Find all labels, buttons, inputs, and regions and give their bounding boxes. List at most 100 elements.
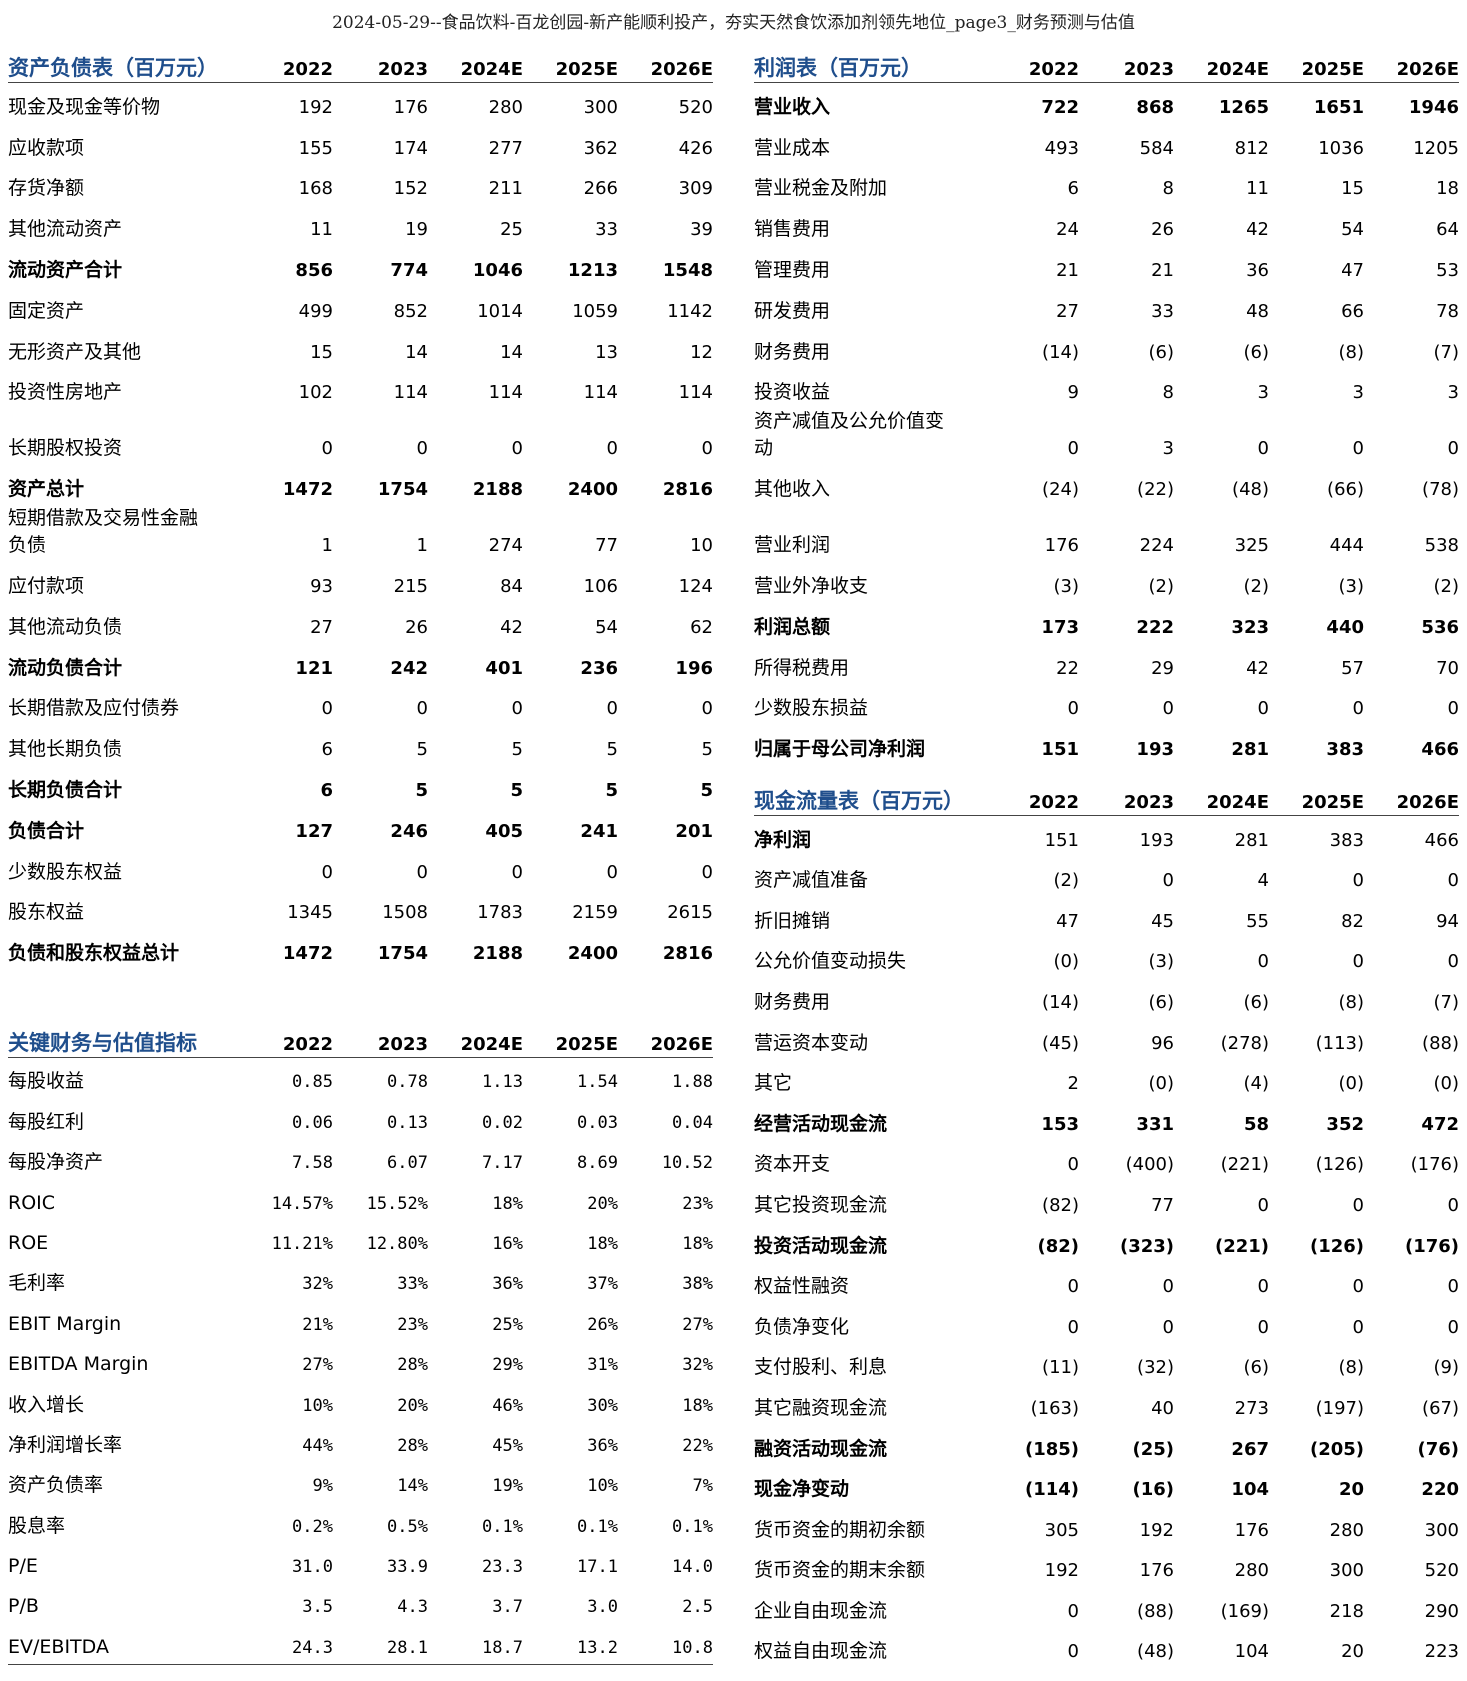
row-value: 1508 (382, 902, 428, 924)
row-value: 0 (1447, 1194, 1459, 1216)
table-row: 管理费用 21 21 36 47 53 (754, 246, 1459, 287)
table-row: 流动负债合计 121 242 401 236 196 (8, 644, 713, 685)
row-label: 每股收益 (8, 1070, 85, 1093)
row-value: (2) (1148, 575, 1175, 597)
row-value: 0.04 (672, 1112, 713, 1133)
table-row: 少数股东损益 0 0 0 0 0 (754, 685, 1459, 726)
row-value: (126) (1309, 1235, 1364, 1257)
row-value: 0.1% (482, 1516, 523, 1537)
row-value: 7.58 (292, 1153, 333, 1174)
row-value: 24 (1056, 219, 1079, 241)
row-value: 325 (1234, 535, 1269, 557)
row-label: 净利润增长率 (8, 1433, 123, 1456)
row-value: 27% (682, 1314, 713, 1335)
row-value: 94 (1436, 910, 1459, 932)
row-value: 193 (1136, 739, 1174, 761)
row-value: 0 (606, 698, 618, 720)
table-row: 应付款项 93 215 84 106 124 (8, 562, 713, 603)
row-label: 应收款项 (8, 136, 85, 159)
row-label: 负债合计 (8, 819, 85, 842)
row-value: 0 (701, 861, 713, 883)
row-value: 0 (321, 438, 333, 460)
row-value: (169) (1220, 1600, 1269, 1622)
row-value: 0.5% (387, 1516, 428, 1537)
row-label: EV/EBITDA (8, 1635, 109, 1658)
row-value: 0 (1067, 1600, 1079, 1622)
row-value: 176 (1139, 1560, 1174, 1582)
table-row: 营运资本变动 (45) 96 (278) (113) (88) (754, 1019, 1459, 1060)
table-row: 流动资产合计 856 774 1046 1213 1548 (8, 246, 713, 287)
row-value: 42 (500, 616, 523, 638)
table-row: 现金净变动 (114) (16) 104 20 220 (754, 1466, 1459, 1507)
row-value: 10.8 (672, 1637, 713, 1658)
row-value: 0 (1257, 951, 1269, 973)
row-value: 46% (492, 1395, 523, 1416)
row-value: 405 (485, 820, 523, 842)
row-value: 22% (682, 1435, 713, 1456)
row-value: 6 (321, 739, 333, 761)
row-value: 32% (682, 1355, 713, 1376)
row-value: 84 (500, 575, 523, 597)
row-value: 852 (393, 300, 428, 322)
row-label: 资产减值及公允价值变动 (754, 410, 945, 460)
row-value: 10% (302, 1395, 333, 1416)
table-row: 营业收入 722 868 1265 1651 1946 (754, 83, 1459, 124)
row-label: 财务费用 (754, 990, 831, 1013)
row-value: 38% (682, 1274, 713, 1295)
row-label: 流动资产合计 (8, 258, 123, 281)
year-header: 2025E (1301, 59, 1364, 80)
table-title: 现金流量表（百万元） (754, 789, 964, 813)
row-value: 0 (1352, 951, 1364, 973)
row-value: 280 (1329, 1519, 1364, 1541)
row-value: 3 (1162, 438, 1174, 460)
row-value: 11 (1246, 178, 1269, 200)
row-value: 23.3 (482, 1557, 523, 1578)
row-label: 其他流动资产 (8, 218, 123, 241)
row-value: 18% (682, 1233, 713, 1254)
row-value: 27 (310, 616, 333, 638)
row-value: 0 (1447, 1276, 1459, 1298)
row-value: 1754 (377, 479, 428, 501)
row-value: 20 (1338, 1479, 1364, 1501)
row-value: 774 (390, 259, 428, 281)
row-label: 投资性房地产 (8, 381, 123, 404)
table-row: 其他长期负债 6 5 5 5 5 (8, 725, 713, 766)
table-row: 营业利润 176 224 325 444 538 (754, 506, 1459, 562)
table-row: 负债净变化 0 0 0 0 0 (754, 1303, 1459, 1344)
table-row: ROIC 14.57% 15.52% 18% 20% 23% (8, 1179, 713, 1219)
row-label: 货币资金的期初余额 (754, 1518, 926, 1541)
row-value: 1651 (1313, 96, 1364, 118)
row-label: 负债净变化 (754, 1315, 850, 1338)
row-label: 收入增长 (8, 1393, 85, 1416)
row-value: 281 (1231, 739, 1269, 761)
row-value: 0 (416, 861, 428, 883)
row-value: 281 (1234, 829, 1269, 851)
row-label: 少数股东损益 (754, 697, 869, 720)
table-row: 长期负债合计 6 5 5 5 5 (8, 766, 713, 807)
row-value: 0 (1257, 1194, 1269, 1216)
row-value: 267 (1231, 1438, 1269, 1460)
row-value: (24) (1042, 479, 1079, 501)
row-value: 9% (312, 1476, 333, 1497)
row-value: 2188 (472, 479, 523, 501)
row-value: (48) (1137, 1641, 1174, 1663)
row-value: 383 (1326, 739, 1364, 761)
year-header: 2023 (377, 59, 428, 80)
row-value: 27 (1056, 300, 1079, 322)
row-value: 0 (1162, 1276, 1174, 1298)
row-value: (278) (1220, 1032, 1269, 1054)
table-row: 长期借款及应付债券 0 0 0 0 0 (8, 685, 713, 726)
row-value: (3) (1148, 951, 1175, 973)
row-value: 0 (1162, 1316, 1174, 1338)
row-value: 28% (397, 1355, 428, 1376)
table-row: 经营活动现金流 153 331 58 352 472 (754, 1100, 1459, 1141)
row-value: 0 (1257, 1316, 1269, 1338)
table-row: 其他流动资产 11 19 25 33 39 (8, 205, 713, 246)
table-row: 研发费用 27 33 48 66 78 (754, 287, 1459, 328)
row-value: (8) (1338, 1357, 1365, 1379)
row-value: 30% (587, 1395, 618, 1416)
row-value: (2) (1053, 870, 1080, 892)
table-header: 资产负债表（百万元） 2022 2023 2024E 2025E 2026E (8, 46, 713, 83)
row-value: (0) (1433, 1073, 1460, 1095)
row-value: 53 (1436, 259, 1459, 281)
